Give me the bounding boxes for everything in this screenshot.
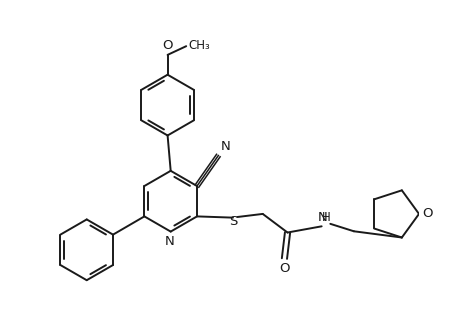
Text: N: N: [221, 140, 231, 153]
Text: O: O: [162, 39, 173, 52]
Text: CH₃: CH₃: [188, 39, 210, 52]
Text: H: H: [322, 211, 331, 224]
Text: O: O: [279, 262, 289, 275]
Text: N: N: [165, 235, 175, 248]
Text: N: N: [317, 211, 327, 224]
Text: S: S: [229, 215, 237, 228]
Text: O: O: [423, 207, 433, 220]
